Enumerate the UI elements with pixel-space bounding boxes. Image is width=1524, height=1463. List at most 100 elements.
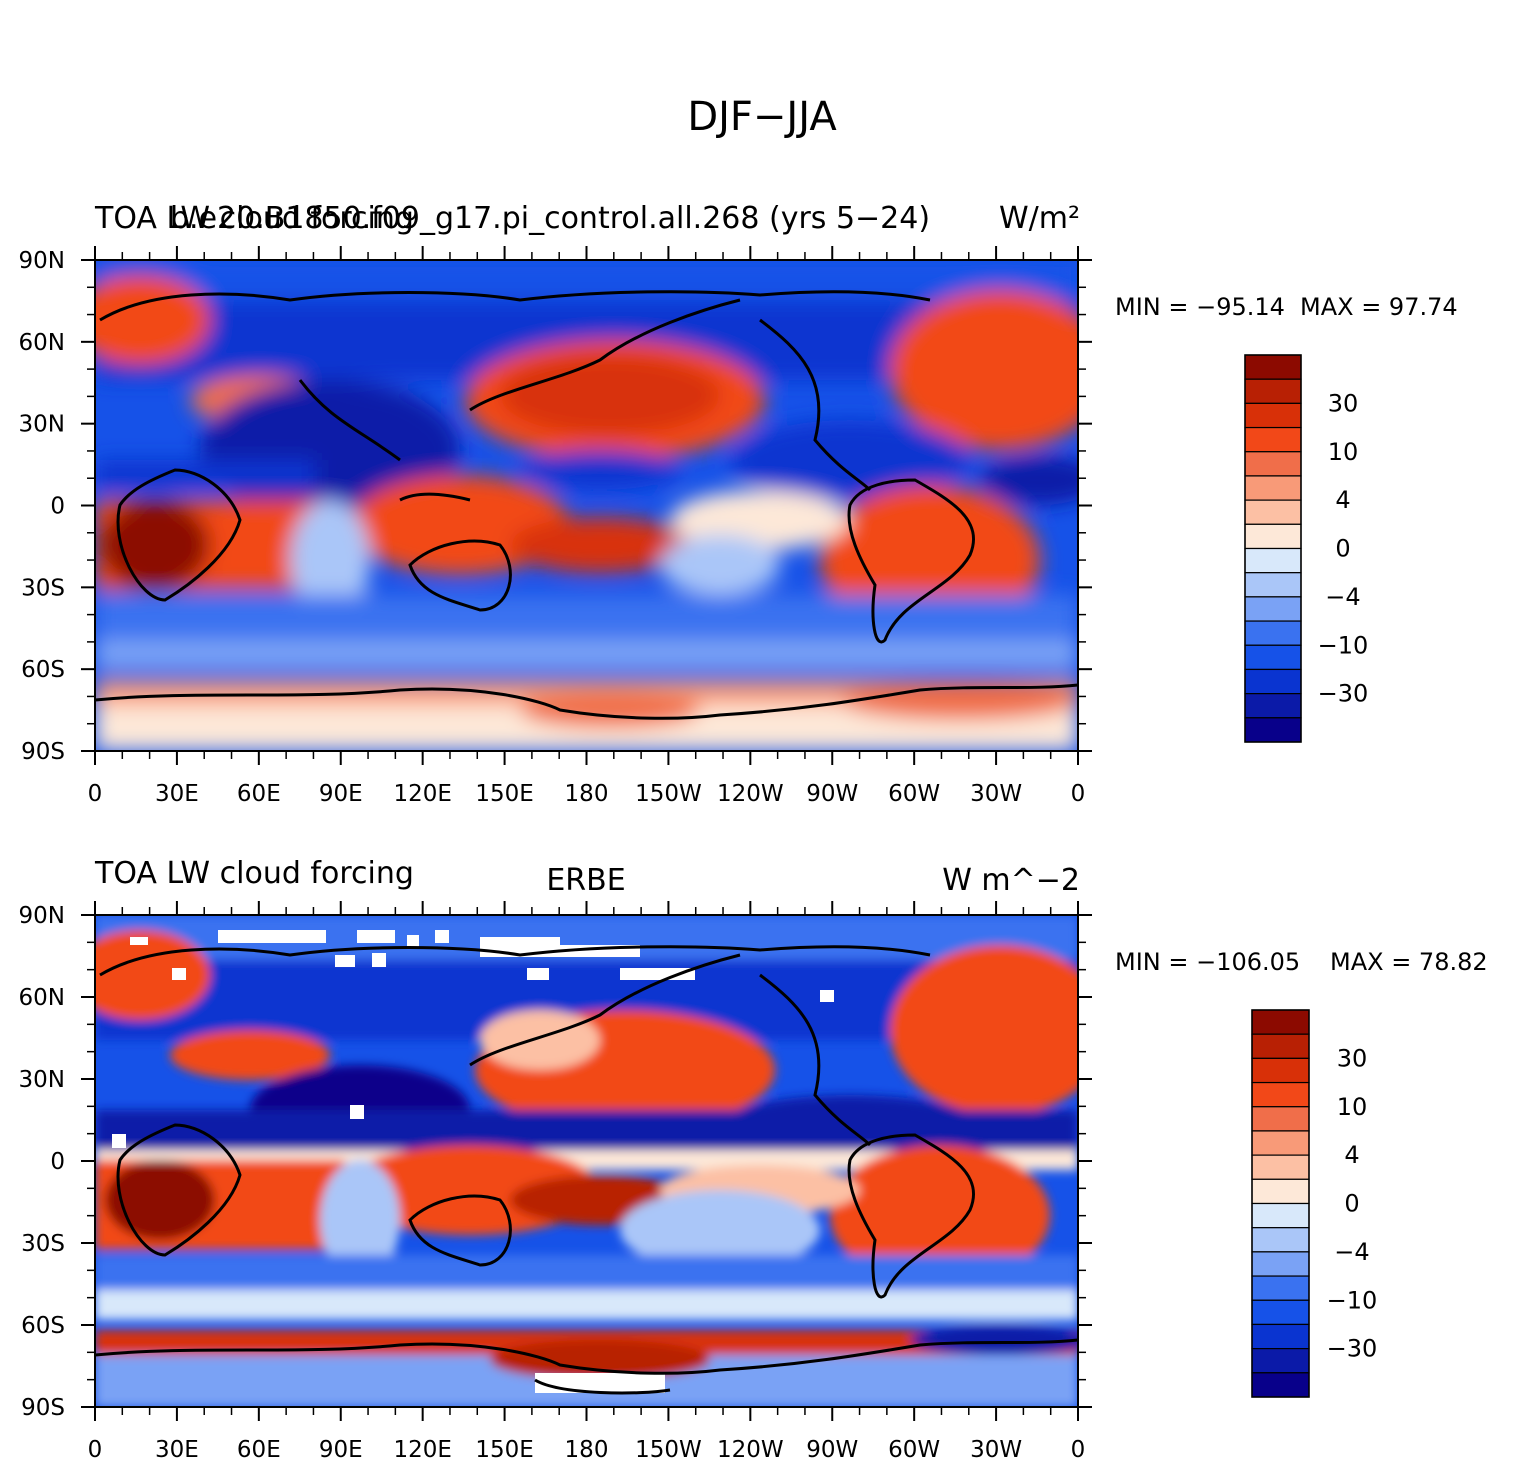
units-label: W/m²: [999, 201, 1080, 236]
colorbar-swatch: [1244, 547, 1302, 574]
map-field: [95, 260, 1078, 751]
colorbar-label: −10: [1327, 1286, 1378, 1314]
colorbar-swatch: [1244, 693, 1302, 719]
x-tick-label: 0: [1071, 781, 1086, 807]
y-tick-label: 0: [50, 494, 65, 520]
x-tick-label: 90W: [806, 1437, 858, 1463]
panel-title-left: TOA LW cloud forcing: [94, 856, 414, 891]
colorbar-label: 30: [1337, 1044, 1368, 1072]
colorbar-swatch: [1244, 475, 1302, 501]
colorbar-swatch: [1251, 1178, 1310, 1205]
y-tick-label: 30N: [19, 412, 65, 438]
panel-observed: TOA LW cloud forcing ERBE W m^−2: [19, 856, 1488, 1463]
x-tick-label: 0: [1071, 1437, 1086, 1463]
colorbar-swatch: [1251, 1372, 1310, 1398]
colorbar-swatch: [1251, 1057, 1310, 1084]
axes: 0 30E 60E 90E 120E 150E 180 150W 120W 90W 60W 30W 09…: [19, 246, 1092, 807]
colorbar-label: 0: [1344, 1190, 1359, 1218]
colorbar-swatch: [1251, 1154, 1310, 1180]
axes: 0 30E 60E 90E 120E 150E 180 150W 120W 90W 60W 30W 09…: [19, 901, 1092, 1463]
x-tick-label: 120W: [717, 1437, 784, 1463]
y-tick-label: 30S: [21, 1231, 65, 1257]
x-tick-label: 30W: [970, 781, 1022, 807]
x-tick-label: 60W: [888, 781, 940, 807]
y-tick-label: 60N: [19, 330, 65, 356]
panel-title-center: b.e20.B1850.f09_g17.pi_control.all.268 (…: [170, 201, 930, 236]
max-label: MAX = 78.82: [1330, 948, 1488, 976]
min-label: MIN = −106.05: [1115, 948, 1300, 976]
colorbar-swatch: [1244, 378, 1302, 404]
y-tick-label: 90S: [21, 739, 65, 765]
colorbar-label: 4: [1344, 1141, 1359, 1169]
colorbar-swatch: [1244, 354, 1302, 380]
colorbar-swatch: [1244, 572, 1302, 598]
colorbar-label: −30: [1318, 680, 1369, 708]
x-tick-label: 60W: [888, 1437, 940, 1463]
panel-title-center: ERBE: [546, 863, 625, 898]
colorbar-swatch: [1251, 1130, 1310, 1156]
colorbar-label: 10: [1337, 1093, 1368, 1121]
x-tick-label: 0: [88, 781, 103, 807]
colorbar-swatch: [1251, 1251, 1310, 1277]
x-tick-label: 90E: [319, 781, 363, 807]
y-tick-label: 90N: [19, 248, 65, 274]
x-tick-label: 120E: [393, 1437, 451, 1463]
x-tick-label: 90W: [806, 781, 858, 807]
y-tick-label: 90N: [19, 903, 65, 929]
colorbar-label: 0: [1335, 535, 1350, 563]
figure-title: DJF−JJA: [687, 94, 837, 140]
x-tick-label: 30E: [155, 781, 199, 807]
colorbar-label: 10: [1328, 438, 1359, 466]
colorbar-swatch: [1251, 1202, 1310, 1229]
colorbar-frame: [1251, 1009, 1310, 1398]
max-label: MAX = 97.74: [1300, 293, 1458, 321]
panel-model: TOA LW cloud forcing b.e20.B1850.f09_g17…: [19, 201, 1458, 807]
colorbar-swatch: [1251, 1227, 1310, 1253]
colorbar-frame: [1244, 354, 1302, 743]
min-label: MIN = −95.14: [1115, 293, 1285, 321]
x-tick-label: 90E: [319, 1437, 363, 1463]
colorbar-swatch: [1251, 1323, 1310, 1350]
x-tick-label: 150E: [475, 1437, 533, 1463]
y-tick-label: 60S: [21, 657, 65, 683]
colorbar-label: −10: [1318, 631, 1369, 659]
colorbar-swatch: [1244, 644, 1302, 671]
y-tick-label: 30S: [21, 575, 65, 601]
coastlines: [95, 290, 1078, 720]
x-tick-label: 150W: [635, 1437, 702, 1463]
y-tick-label: 0: [50, 1149, 65, 1175]
colorbar-swatch: [1244, 451, 1302, 477]
colorbar-swatch: [1251, 1106, 1310, 1132]
x-tick-label: 30E: [155, 1437, 199, 1463]
x-tick-label: 150E: [475, 781, 533, 807]
x-tick-label: 150W: [635, 781, 702, 807]
colorbar-label: 4: [1335, 486, 1350, 514]
x-tick-label: 180: [565, 781, 609, 807]
colorbar-swatch: [1244, 426, 1302, 453]
colorbar-label: −4: [1325, 583, 1360, 611]
x-tick-label: 60E: [237, 1437, 281, 1463]
y-tick-label: 30N: [19, 1067, 65, 1093]
colorbar-label: −30: [1327, 1335, 1378, 1363]
colorbar-swatch: [1251, 1299, 1310, 1326]
panel-title-left: TOA LW cloud forcing: [94, 201, 414, 236]
x-tick-label: 120W: [717, 781, 784, 807]
colorbar-label: 30: [1328, 389, 1359, 417]
colorbar-swatch: [1244, 596, 1302, 622]
y-tick-label: 60N: [19, 985, 65, 1011]
colorbar-swatch: [1251, 1081, 1310, 1108]
colorbar-swatch: [1244, 717, 1302, 743]
colorbar-swatch: [1244, 499, 1302, 525]
colorbar-swatch: [1244, 668, 1302, 695]
colorbar: 30 10 4 0 −4 −10 −30: [1244, 354, 1369, 743]
map-field: [95, 915, 1078, 1407]
units-label: W m^−2: [942, 863, 1080, 898]
x-tick-label: 0: [88, 1437, 103, 1463]
coastlines: [95, 945, 1078, 1395]
x-tick-label: 120E: [393, 781, 451, 807]
colorbar-swatch: [1244, 523, 1302, 550]
colorbar-swatch: [1251, 1275, 1310, 1301]
y-tick-label: 60S: [21, 1313, 65, 1339]
y-tick-label: 90S: [21, 1395, 65, 1421]
